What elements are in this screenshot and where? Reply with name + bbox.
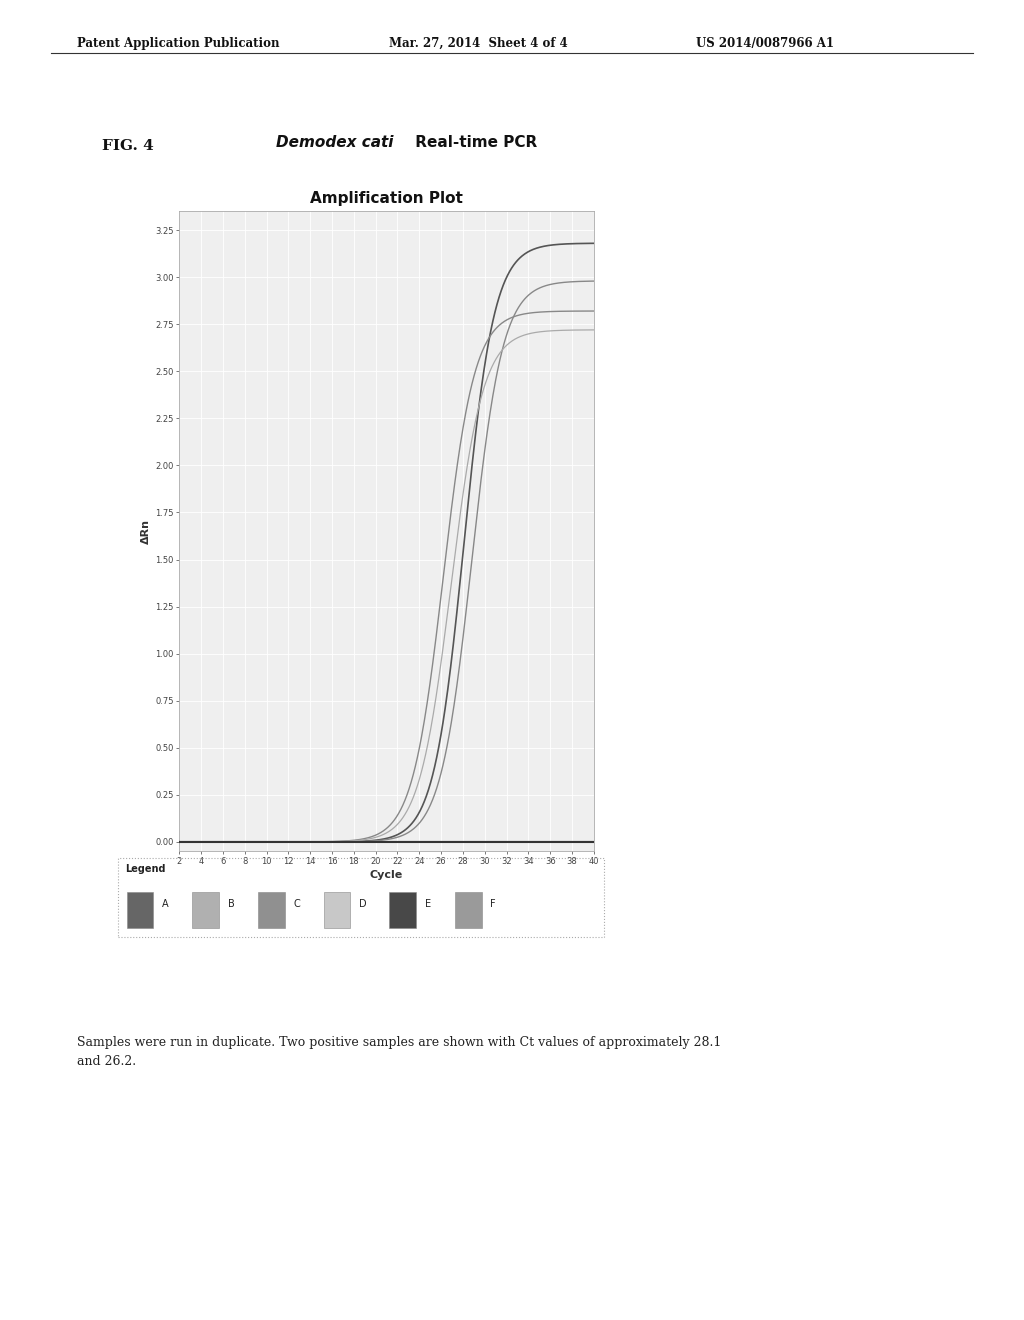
Text: Mar. 27, 2014  Sheet 4 of 4: Mar. 27, 2014 Sheet 4 of 4 bbox=[389, 37, 568, 50]
Text: B: B bbox=[227, 899, 234, 909]
Text: Demodex cati: Demodex cati bbox=[276, 135, 394, 149]
Bar bbox=[127, 892, 154, 928]
Y-axis label: ΔRn: ΔRn bbox=[141, 519, 151, 544]
Text: D: D bbox=[359, 899, 367, 909]
Bar bbox=[389, 892, 416, 928]
Text: US 2014/0087966 A1: US 2014/0087966 A1 bbox=[696, 37, 835, 50]
Text: FIG. 4: FIG. 4 bbox=[102, 139, 155, 153]
Title: Amplification Plot: Amplification Plot bbox=[310, 191, 463, 206]
Text: Legend: Legend bbox=[125, 865, 166, 874]
Text: F: F bbox=[490, 899, 496, 909]
Bar bbox=[193, 892, 219, 928]
Text: A: A bbox=[162, 899, 169, 909]
Text: E: E bbox=[425, 899, 431, 909]
Bar bbox=[258, 892, 285, 928]
Text: Patent Application Publication: Patent Application Publication bbox=[77, 37, 280, 50]
Bar bbox=[324, 892, 350, 928]
Text: Real-time PCR: Real-time PCR bbox=[410, 135, 537, 149]
Text: C: C bbox=[293, 899, 300, 909]
X-axis label: Cycle: Cycle bbox=[370, 870, 403, 880]
Bar bbox=[455, 892, 481, 928]
Text: Samples were run in duplicate. Two positive samples are shown with Ct values of : Samples were run in duplicate. Two posit… bbox=[77, 1036, 721, 1068]
